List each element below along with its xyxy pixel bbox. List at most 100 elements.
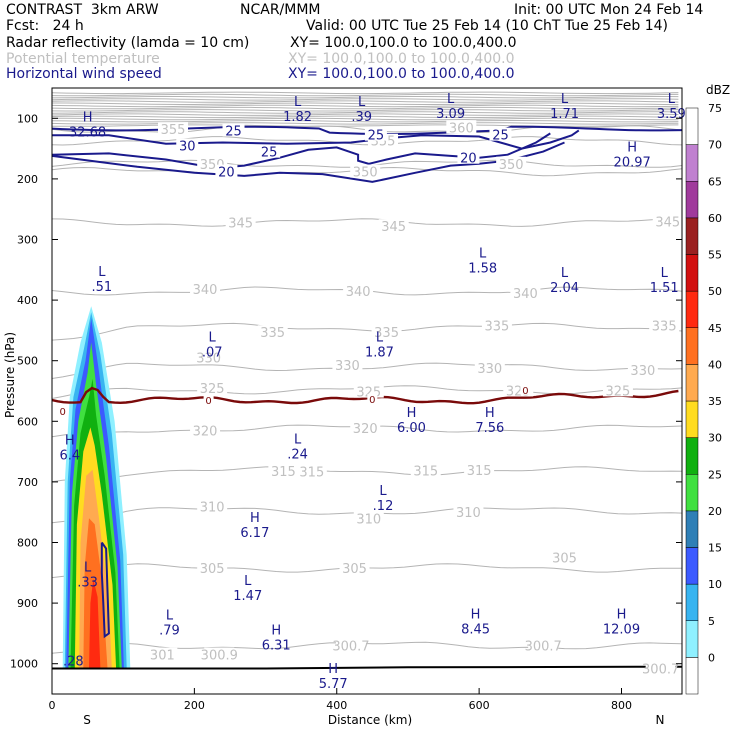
colorbar-swatch: [685, 327, 699, 365]
theta-band-line: [51, 93, 679, 97]
theta-label-bg: [350, 164, 381, 178]
extreme-value: 6.17: [240, 526, 269, 541]
x-tick-label: 400: [326, 699, 347, 712]
colorbar-label: 5: [708, 615, 715, 628]
theta-band-line: [51, 98, 679, 101]
extreme-mark: L: [561, 92, 569, 107]
theta-label-bg: [343, 284, 374, 298]
theta-label: 325: [606, 384, 631, 399]
theta-label: 325: [200, 382, 225, 397]
extreme-value: 12.09: [603, 622, 640, 637]
extreme-value: 1.82: [283, 110, 312, 125]
theta-band-line: [51, 96, 679, 99]
freezing-label-bg: [520, 384, 531, 395]
theta-label-bg: [446, 120, 477, 134]
extreme-value: .07: [202, 345, 223, 360]
colorbar-label: 70: [708, 139, 722, 152]
freezing-label: 0: [59, 407, 65, 418]
extreme-mark: L: [209, 330, 217, 345]
extreme-mark: L: [447, 92, 455, 107]
theta-label-bg: [602, 383, 633, 397]
theta-label: 345: [655, 215, 680, 230]
colorbar-label: 30: [708, 432, 722, 445]
theta-label-bg: [268, 463, 299, 477]
theta-label: 340: [346, 285, 371, 300]
upper-theta-band: [51, 91, 679, 127]
extreme-mark: L: [668, 92, 676, 107]
freezing-label-bg: [203, 395, 214, 406]
field-theta-name: Potential temperature: [6, 51, 160, 67]
y-tick-label: 1000: [10, 658, 38, 671]
freezing-label: 0: [522, 386, 528, 397]
extreme-value: 6.00: [397, 421, 426, 436]
theta-label-bg: [645, 661, 676, 675]
forecast-hour: Fcst: 24 h: [6, 18, 84, 34]
colorbar-swatch: [685, 620, 699, 658]
colorbar-label: 15: [708, 542, 722, 555]
freezing-label-bg: [367, 393, 378, 404]
extreme-value: .28: [63, 654, 84, 669]
wind-label-bg: [222, 123, 245, 137]
colorbar-label: 10: [708, 578, 722, 591]
theta-band-line: [51, 109, 679, 112]
extreme-value: 6.4: [59, 448, 80, 463]
extreme-mark: L: [379, 484, 387, 499]
theta-label-bg: [147, 647, 178, 661]
theta-band-line: [52, 102, 679, 105]
extreme-mark: L: [561, 266, 569, 281]
theta-label-bg: [190, 282, 221, 296]
colorbar-swatch: [685, 583, 699, 621]
extreme-mark: H: [83, 110, 93, 125]
freezing-label: 0: [369, 395, 375, 406]
extreme-mark: H: [485, 406, 495, 421]
wind-label-bg: [215, 164, 238, 178]
colorbar-swatch: [685, 547, 699, 585]
colorbar-swatch: [685, 400, 699, 438]
colorbar: dBZ 0 5 10 15 20 25 30 35 40 45 50 55 60 65 70 75: [685, 83, 730, 695]
extreme-mark: L: [661, 266, 669, 281]
y-tick-label: 200: [17, 173, 38, 186]
theta-label: 315: [271, 465, 296, 480]
field-reflectivity-name: Radar reflectivity (lamda = 10 cm): [6, 35, 250, 51]
theta-band-line: [51, 91, 679, 95]
colorbar-label: 45: [708, 322, 722, 335]
extreme-mark: H: [627, 141, 637, 156]
theta-label: 320: [193, 424, 218, 439]
field-theta-xy: XY= 100.0,100.0 to 100.0,400.0: [288, 51, 515, 67]
model-title: CONTRAST 3km ARW: [6, 2, 159, 18]
plot-frame: [51, 87, 683, 695]
theta-label: 340: [513, 287, 538, 302]
theta-label-bg: [339, 560, 370, 574]
extreme-mark: L: [84, 561, 92, 576]
theta-label: 350: [499, 158, 524, 173]
extreme-value: 1.47: [233, 589, 262, 604]
theta-label-bg: [652, 214, 683, 228]
theta-label-bg: [378, 219, 409, 233]
theta-isoline: [51, 362, 683, 379]
colorbar-label: 55: [708, 249, 722, 262]
theta-label: 330: [196, 352, 221, 367]
theta-label-bg: [453, 505, 484, 519]
init-time: Init: 00 UTC Mon 24 Feb 14: [514, 2, 704, 18]
theta-band-line: [51, 120, 679, 123]
theta-isoline: [51, 136, 683, 146]
colorbar-swatch: [685, 510, 699, 548]
extreme-value: 6.31: [262, 639, 291, 654]
center-title: NCAR/MMM: [240, 2, 321, 18]
theta-label: 340: [193, 283, 218, 298]
theta-label-bg: [510, 285, 541, 299]
theta-label-bg: [190, 423, 221, 437]
theta-isoline: [51, 218, 683, 227]
theta-label-bg: [371, 325, 402, 339]
theta-label: 360: [449, 121, 474, 136]
theta-label-bg: [225, 215, 256, 229]
freezing-level-line: [51, 386, 683, 670]
theta-label: 315: [413, 464, 438, 479]
extreme-value: 32.68: [69, 125, 106, 140]
theta-label: 350: [353, 166, 378, 181]
theta-label: 300.7: [332, 640, 369, 655]
x-tick-label: 200: [184, 699, 205, 712]
y-tick-label: 600: [17, 415, 38, 428]
colorbar-swatch: [685, 254, 699, 292]
theta-label-bg: [204, 647, 235, 661]
